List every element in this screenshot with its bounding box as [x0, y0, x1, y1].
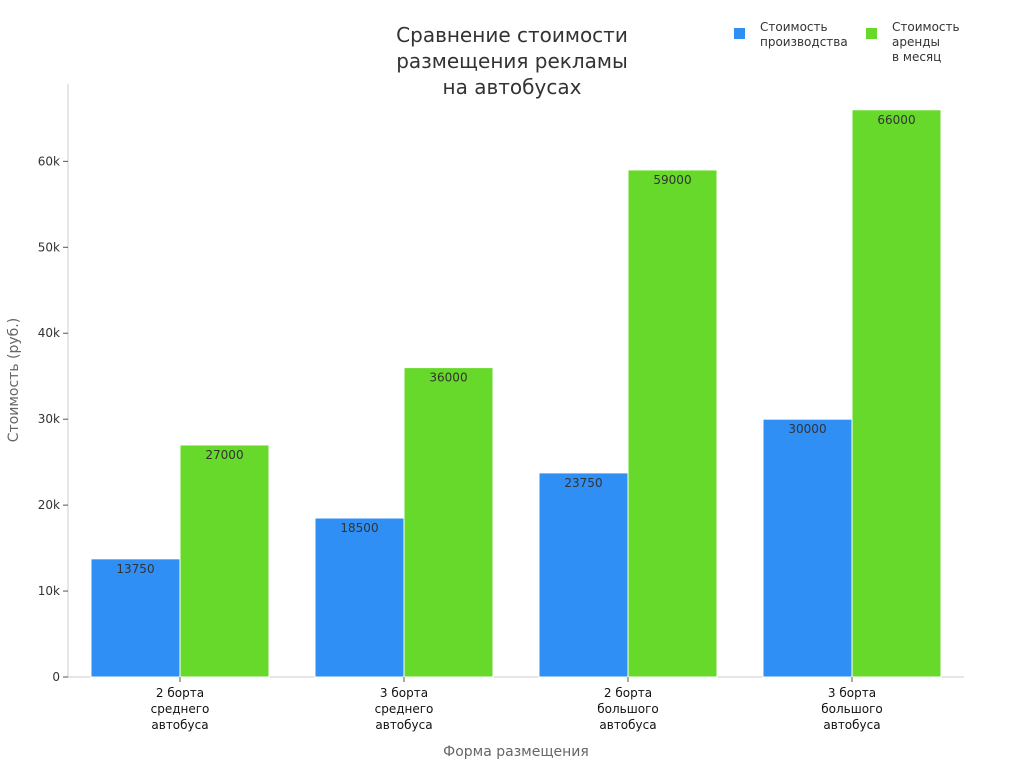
data-label: 13750	[116, 562, 154, 576]
legend-label: Стоимость	[892, 20, 960, 34]
y-ticks: 0 10k 20k 30k 40k 50k 60k	[38, 154, 68, 684]
y-tick-label: 40k	[38, 326, 60, 340]
y-tick-label: 20k	[38, 498, 60, 512]
y-tick-label: 0	[52, 670, 60, 684]
bar-series-1-cat-1	[90, 558, 181, 678]
x-axis-label: Форма размещения	[443, 744, 589, 760]
legend-label: производства	[760, 35, 848, 49]
x-tick-label: автобуса	[599, 718, 656, 732]
bar-series-1-cat-4	[762, 418, 853, 678]
data-label: 66000	[877, 113, 915, 127]
bar-series-2-cat-4	[851, 109, 942, 678]
data-label: 36000	[429, 371, 467, 385]
bar-series-2-cat-1	[179, 444, 270, 678]
bar-series-2-cat-3	[627, 169, 718, 678]
x-tick-label: автобуса	[375, 718, 432, 732]
x-tick-label: 3 борта	[828, 686, 876, 700]
legend-swatch	[866, 28, 877, 39]
legend-swatch	[734, 28, 745, 39]
data-label: 30000	[788, 422, 826, 436]
data-label: 18500	[340, 521, 378, 535]
data-label: 59000	[653, 173, 691, 187]
data-label: 27000	[205, 448, 243, 462]
x-ticks: 2 борта среднего автобуса 3 борта среднего ав…	[151, 677, 883, 732]
legend-label: в месяц	[892, 50, 941, 64]
x-tick-label: 2 борта	[604, 686, 652, 700]
data-label: 23750	[564, 476, 602, 490]
bars	[90, 109, 942, 678]
x-tick-label: автобуса	[151, 718, 208, 732]
x-tick-label: 2 борта	[156, 686, 204, 700]
data-labels: 13750 27000 18500 36000 23750 59000 30000 66000	[116, 113, 915, 576]
chart-title-line: Сравнение стоимости	[396, 23, 628, 47]
x-tick-label: автобуса	[823, 718, 880, 732]
bar-series-1-cat-3	[538, 472, 629, 678]
bar-series-1-cat-2	[314, 517, 405, 678]
x-tick-label: большого	[821, 702, 882, 716]
y-tick-label: 30k	[38, 412, 60, 426]
x-tick-label: среднего	[151, 702, 210, 716]
legend-label: аренды	[892, 35, 940, 49]
y-tick-label: 60k	[38, 154, 60, 168]
x-tick-label: большого	[597, 702, 658, 716]
legend-label: Стоимость	[760, 20, 828, 34]
y-axis-label: Стоимость (руб.)	[6, 318, 22, 442]
x-tick-label: 3 борта	[380, 686, 428, 700]
chart-title-line: на автобусах	[443, 75, 582, 99]
bar-series-2-cat-2	[403, 367, 494, 678]
y-tick-label: 50k	[38, 240, 60, 254]
chart-title-line: размещения рекламы	[396, 49, 628, 73]
y-tick-label: 10k	[38, 584, 60, 598]
x-tick-label: среднего	[375, 702, 434, 716]
